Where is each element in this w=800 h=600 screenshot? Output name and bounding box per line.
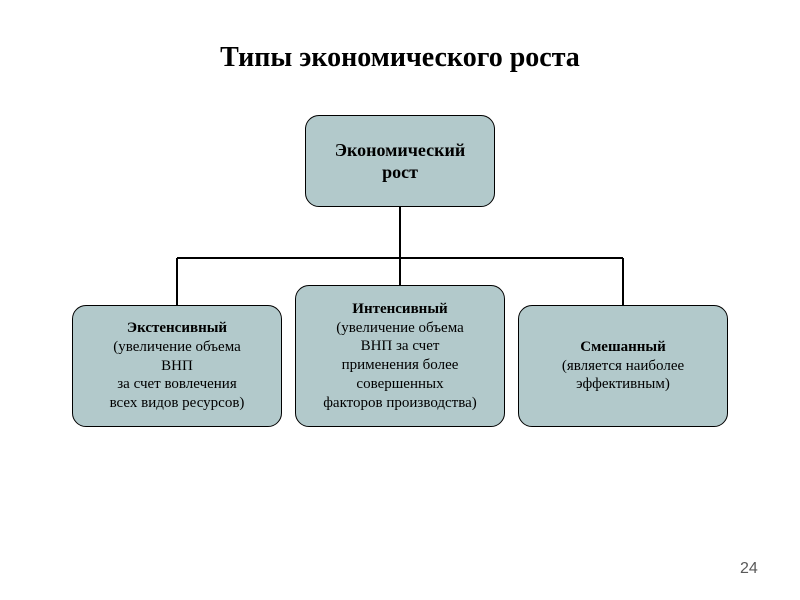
- child-node-0: Экстенсивный(увеличение объемаВНПза счет…: [72, 305, 282, 427]
- child-node-body-1-0: (увеличение объема: [336, 319, 464, 338]
- child-node-body-0-3: всех видов ресурсов): [110, 394, 245, 413]
- child-node-body-1-2: применения более: [342, 356, 459, 375]
- page-number: 24: [740, 560, 758, 578]
- root-node-line1: Экономический: [335, 139, 465, 162]
- child-node-body-2-1: эффективным): [576, 375, 670, 394]
- child-node-body-1-1: ВНП за счет: [361, 337, 440, 356]
- slide-title: Типы экономического роста: [0, 42, 800, 74]
- root-node-line2: рост: [382, 161, 418, 184]
- root-node: Экономический рост: [305, 115, 495, 207]
- child-node-2: Смешанный(является наиболееэффективным): [518, 305, 728, 427]
- child-node-1: Интенсивный(увеличение объемаВНП за счет…: [295, 285, 505, 427]
- child-node-body-1-3: совершенных: [356, 375, 443, 394]
- child-node-body-2-0: (является наиболее: [562, 357, 684, 376]
- child-node-title-0: Экстенсивный: [127, 319, 227, 338]
- child-node-title-1: Интенсивный: [352, 300, 447, 319]
- child-node-title-2: Смешанный: [580, 338, 666, 357]
- child-node-body-0-0: (увеличение объема: [113, 338, 241, 357]
- child-node-body-0-1: ВНП: [161, 357, 193, 376]
- child-node-body-1-4: факторов производства): [323, 394, 477, 413]
- child-node-body-0-2: за счет вовлечения: [117, 375, 237, 394]
